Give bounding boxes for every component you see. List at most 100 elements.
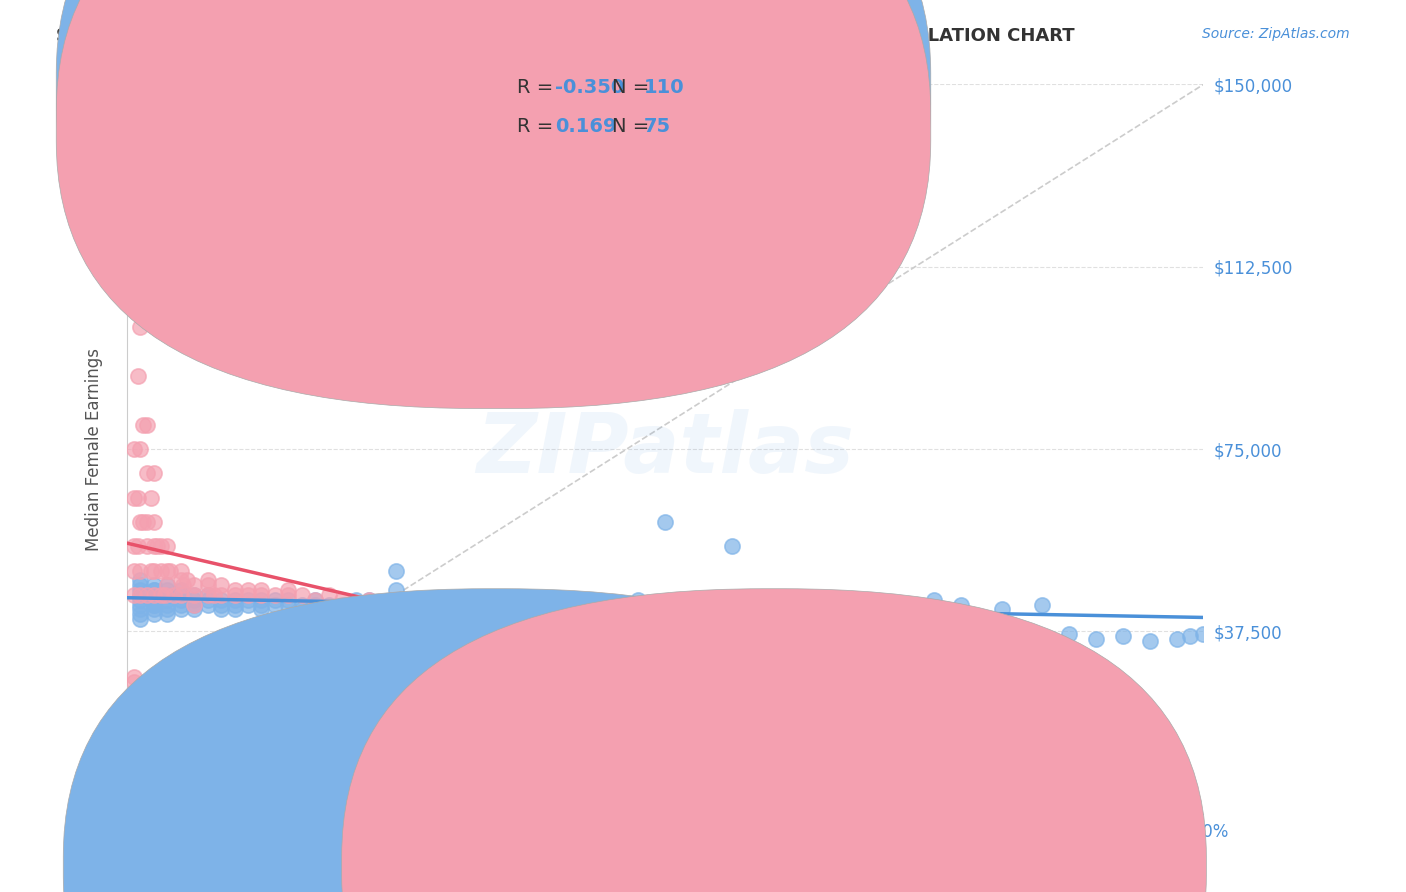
Point (170, 592, 193, 607)
Point (122, 564, 145, 578)
Point (318, 598, 340, 612)
Point (398, 598, 420, 612)
Point (156, 607, 179, 622)
Point (492, 598, 515, 612)
Point (574, 598, 596, 612)
Point (197, 592, 219, 607)
Point (183, 588, 205, 602)
Point (330, 592, 353, 607)
Point (142, 598, 165, 612)
Point (318, 602, 340, 616)
Point (950, 598, 973, 612)
Point (159, 564, 181, 578)
Point (344, 598, 367, 612)
Point (170, 588, 193, 602)
Point (385, 602, 408, 616)
Point (142, 598, 165, 612)
Point (132, 417, 155, 432)
Point (453, 598, 475, 612)
Point (197, 574, 219, 588)
Point (250, 598, 273, 612)
Point (721, 602, 744, 616)
Point (202, 588, 225, 602)
Point (236, 598, 259, 612)
Point (170, 598, 193, 612)
Point (344, 598, 367, 612)
Point (506, 598, 529, 612)
Point (224, 598, 246, 612)
Point (129, 515, 152, 529)
Point (600, 598, 623, 612)
Point (129, 607, 152, 622)
Point (122, 671, 145, 685)
Point (695, 592, 717, 607)
Point (250, 582, 273, 597)
Point (136, 515, 159, 529)
Point (129, 578, 152, 592)
Point (136, 417, 159, 432)
Point (156, 539, 179, 553)
Text: N =: N = (612, 117, 655, 136)
Text: 0.169: 0.169 (555, 117, 617, 136)
Point (170, 574, 193, 588)
Point (142, 578, 165, 592)
Point (492, 592, 515, 607)
Point (681, 598, 703, 612)
Point (132, 515, 155, 529)
Point (359, 592, 381, 607)
Point (453, 602, 475, 616)
Point (277, 588, 299, 602)
Point (250, 592, 273, 607)
Point (1031, 598, 1053, 612)
Point (142, 582, 165, 597)
Point (172, 578, 194, 592)
Point (654, 515, 676, 529)
Point (129, 602, 152, 616)
Point (127, 369, 149, 384)
Point (1166, 632, 1188, 646)
Point (453, 598, 475, 612)
Point (156, 564, 179, 578)
Point (224, 592, 246, 607)
Point (183, 578, 205, 592)
Point (519, 598, 541, 612)
Point (139, 564, 162, 578)
Point (163, 588, 186, 602)
Point (142, 588, 165, 602)
Point (990, 602, 1012, 616)
Point (129, 612, 152, 626)
Point (250, 602, 273, 616)
Point (129, 592, 152, 607)
Point (1084, 632, 1107, 646)
Point (385, 582, 408, 597)
Point (136, 588, 159, 602)
Point (359, 592, 381, 607)
Point (533, 602, 555, 616)
Point (170, 582, 193, 597)
Point (142, 607, 165, 622)
Y-axis label: Median Female Earnings: Median Female Earnings (86, 348, 103, 550)
Point (304, 592, 326, 607)
Point (815, 598, 838, 612)
Point (1178, 629, 1201, 643)
Point (142, 588, 165, 602)
Point (183, 602, 205, 616)
Point (136, 467, 159, 481)
Point (156, 598, 179, 612)
Point (156, 592, 179, 607)
Text: Source: ZipAtlas.com: Source: ZipAtlas.com (1202, 27, 1350, 41)
Point (748, 598, 770, 612)
Point (1112, 629, 1135, 643)
Point (318, 588, 340, 602)
Point (170, 602, 193, 616)
Point (122, 588, 145, 602)
Point (439, 592, 461, 607)
Text: 75: 75 (644, 117, 671, 136)
Point (209, 578, 232, 592)
Point (560, 602, 582, 616)
Point (129, 582, 152, 597)
Point (264, 598, 287, 612)
Point (197, 578, 219, 592)
Point (156, 602, 179, 616)
Text: R =: R = (517, 78, 560, 97)
